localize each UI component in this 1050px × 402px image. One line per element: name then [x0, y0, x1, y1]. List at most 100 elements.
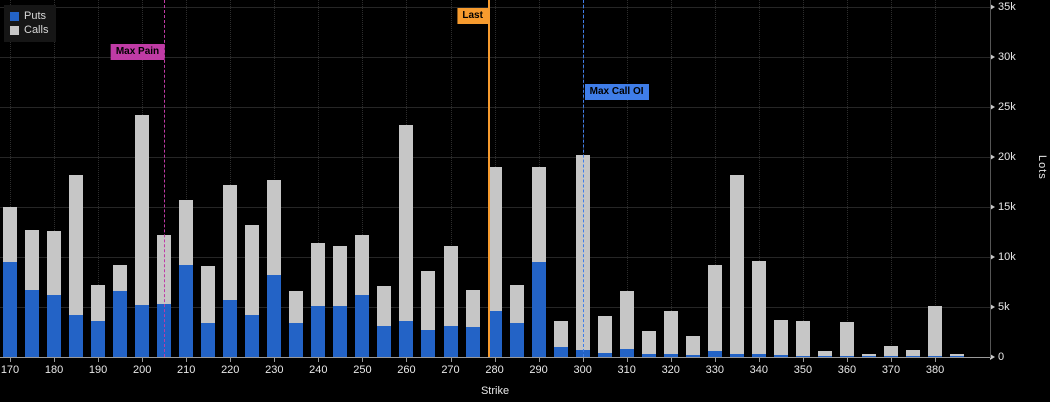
- puts-bar-segment[interactable]: [685, 355, 700, 357]
- puts-bar-segment[interactable]: [795, 355, 810, 357]
- puts-bar-segment[interactable]: [928, 355, 943, 357]
- calls-bar-segment[interactable]: [817, 351, 832, 356]
- puts-bar-segment[interactable]: [47, 295, 62, 357]
- max-call-oi-label: Max Call OI: [584, 84, 649, 100]
- puts-bar-segment[interactable]: [751, 354, 766, 357]
- puts-bar-segment[interactable]: [377, 326, 392, 357]
- calls-bar-segment[interactable]: [113, 265, 128, 291]
- puts-bar-segment[interactable]: [443, 326, 458, 357]
- puts-bar-segment[interactable]: [531, 262, 546, 357]
- puts-bar-segment[interactable]: [311, 306, 326, 357]
- puts-bar-segment[interactable]: [663, 354, 678, 357]
- calls-bar-segment[interactable]: [795, 321, 810, 356]
- puts-bar-segment[interactable]: [884, 356, 898, 357]
- calls-bar-segment[interactable]: [906, 350, 921, 357]
- puts-bar-segment[interactable]: [950, 356, 965, 357]
- puts-bar-segment[interactable]: [355, 295, 370, 357]
- puts-bar-segment[interactable]: [641, 354, 656, 357]
- calls-bar-segment[interactable]: [69, 175, 84, 315]
- calls-bar-segment[interactable]: [950, 353, 965, 357]
- calls-bar-segment[interactable]: [641, 331, 656, 354]
- vertical-gridline: [670, 0, 672, 357]
- calls-bar-segment[interactable]: [531, 167, 546, 262]
- puts-bar-segment[interactable]: [333, 306, 348, 357]
- puts-bar-segment[interactable]: [619, 349, 634, 357]
- puts-bar-segment[interactable]: [289, 323, 304, 357]
- calls-bar-segment[interactable]: [377, 286, 392, 326]
- y-axis-title: Lots: [1036, 155, 1048, 180]
- calls-bar-segment[interactable]: [201, 266, 216, 323]
- puts-bar-segment[interactable]: [179, 265, 194, 357]
- x-tick-mark: [935, 358, 937, 362]
- calls-bar-segment[interactable]: [223, 185, 238, 300]
- vertical-gridline: [274, 0, 276, 357]
- calls-bar-segment[interactable]: [289, 291, 304, 323]
- puts-bar-segment[interactable]: [465, 327, 480, 357]
- calls-bar-segment[interactable]: [25, 230, 40, 290]
- legend-item-calls[interactable]: Calls: [10, 23, 48, 37]
- calls-bar-segment[interactable]: [487, 167, 502, 311]
- puts-bar-segment[interactable]: [906, 356, 921, 357]
- vertical-gridline: [935, 0, 937, 357]
- puts-bar-segment[interactable]: [223, 300, 238, 357]
- calls-bar-segment[interactable]: [91, 285, 106, 321]
- puts-bar-segment[interactable]: [135, 305, 150, 357]
- calls-bar-segment[interactable]: [553, 321, 568, 347]
- calls-bar-segment[interactable]: [707, 265, 722, 351]
- calls-bar-segment[interactable]: [751, 261, 766, 354]
- calls-bar-segment[interactable]: [619, 291, 634, 349]
- calls-bar-segment[interactable]: [663, 311, 678, 354]
- puts-bar-segment[interactable]: [91, 321, 106, 357]
- calls-bar-segment[interactable]: [509, 285, 524, 323]
- calls-bar-segment[interactable]: [245, 225, 260, 315]
- calls-bar-segment[interactable]: [3, 207, 17, 262]
- puts-bar-segment[interactable]: [861, 356, 876, 357]
- x-tick-label: 260: [397, 364, 416, 376]
- calls-bar-segment[interactable]: [311, 243, 326, 306]
- calls-bar-segment[interactable]: [443, 246, 458, 326]
- puts-bar-segment[interactable]: [421, 330, 436, 357]
- calls-swatch-icon: [10, 25, 19, 35]
- puts-bar-segment[interactable]: [3, 262, 17, 357]
- calls-bar-segment[interactable]: [399, 125, 414, 321]
- puts-bar-segment[interactable]: [245, 315, 260, 357]
- puts-bar-segment[interactable]: [69, 315, 84, 357]
- puts-bar-segment[interactable]: [729, 354, 744, 357]
- plot-area[interactable]: Max Pain Last Max Call OI: [0, 0, 990, 358]
- x-tick-label: 320: [661, 364, 680, 376]
- x-tick-mark: [10, 358, 11, 362]
- puts-bar-segment[interactable]: [113, 291, 128, 357]
- puts-bar-segment[interactable]: [839, 355, 854, 357]
- puts-bar-segment[interactable]: [399, 321, 414, 357]
- calls-bar-segment[interactable]: [179, 200, 194, 265]
- calls-bar-segment[interactable]: [729, 175, 744, 354]
- calls-bar-segment[interactable]: [839, 322, 854, 356]
- puts-bar-segment[interactable]: [201, 323, 216, 357]
- calls-bar-segment[interactable]: [685, 336, 700, 355]
- calls-bar-segment[interactable]: [47, 231, 62, 295]
- calls-bar-segment[interactable]: [421, 271, 436, 330]
- puts-bar-segment[interactable]: [487, 311, 502, 357]
- puts-bar-segment[interactable]: [267, 275, 282, 357]
- calls-bar-segment[interactable]: [773, 320, 788, 355]
- legend-item-puts[interactable]: Puts: [10, 9, 48, 23]
- calls-bar-segment[interactable]: [597, 316, 612, 353]
- puts-bar-segment[interactable]: [553, 347, 568, 357]
- calls-bar-segment[interactable]: [928, 306, 943, 356]
- calls-bar-segment[interactable]: [861, 353, 876, 357]
- x-tick-mark: [142, 358, 144, 362]
- puts-bar-segment[interactable]: [773, 355, 788, 357]
- puts-bar-segment[interactable]: [25, 290, 40, 357]
- puts-bar-segment[interactable]: [817, 356, 832, 357]
- puts-bar-segment[interactable]: [707, 351, 722, 357]
- calls-bar-segment[interactable]: [135, 115, 150, 305]
- calls-bar-segment[interactable]: [884, 346, 898, 356]
- calls-bar-segment[interactable]: [267, 180, 282, 275]
- puts-bar-segment[interactable]: [597, 353, 612, 357]
- puts-bar-segment[interactable]: [509, 323, 524, 357]
- calls-bar-segment[interactable]: [355, 235, 370, 295]
- calls-bar-segment[interactable]: [333, 246, 348, 306]
- vertical-gridline: [230, 0, 232, 357]
- x-tick-mark: [538, 358, 540, 362]
- calls-bar-segment[interactable]: [465, 290, 480, 327]
